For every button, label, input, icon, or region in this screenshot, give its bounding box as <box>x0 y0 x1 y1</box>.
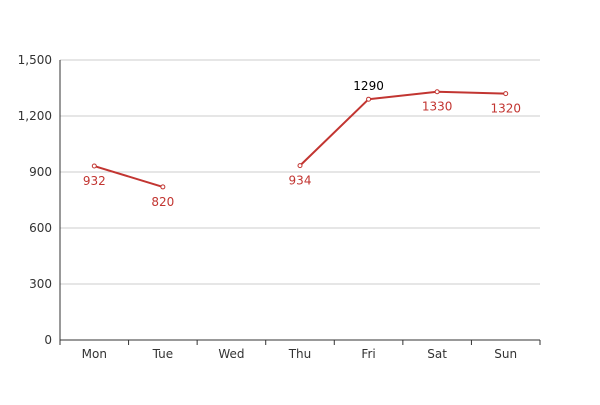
data-point <box>503 91 509 97</box>
data-point <box>91 163 97 169</box>
data-point <box>160 184 166 190</box>
series-line-segment <box>299 90 506 167</box>
data-point <box>297 163 303 169</box>
data-label: 1290 <box>353 79 384 93</box>
grid-layer <box>60 59 540 285</box>
x-tick-label: Wed <box>218 347 244 361</box>
x-tick-label: Sat <box>427 347 447 361</box>
data-label: 934 <box>289 174 312 188</box>
x-tick-label: Tue <box>152 347 174 361</box>
axis-layer: 0 300 600 900 1,200 1,500 Mon Tue Wed Thu Fri Sat Su… <box>18 53 541 361</box>
data-point <box>366 96 372 102</box>
x-tick-label: Mon <box>82 347 107 361</box>
data-point <box>434 89 440 95</box>
x-tick-label: Thu <box>288 347 312 361</box>
y-tick-label: 0 <box>44 333 52 347</box>
series-layer <box>91 89 509 190</box>
y-tick-label: 1,200 <box>18 109 52 123</box>
y-tick-label: 1,500 <box>18 53 52 67</box>
y-tick-label: 900 <box>29 165 52 179</box>
y-tick-label: 600 <box>29 221 52 235</box>
data-label: 1330 <box>422 100 453 114</box>
data-label: 1320 <box>490 102 521 116</box>
series-line-segment <box>93 165 164 188</box>
label-layer: 932 820 934 1290 1330 1320 <box>83 79 521 209</box>
data-label: 932 <box>83 174 106 188</box>
data-label: 820 <box>151 195 174 209</box>
x-tick-label: Sun <box>494 347 517 361</box>
x-tick-label: Fri <box>361 347 375 361</box>
y-tick-label: 300 <box>29 277 52 291</box>
